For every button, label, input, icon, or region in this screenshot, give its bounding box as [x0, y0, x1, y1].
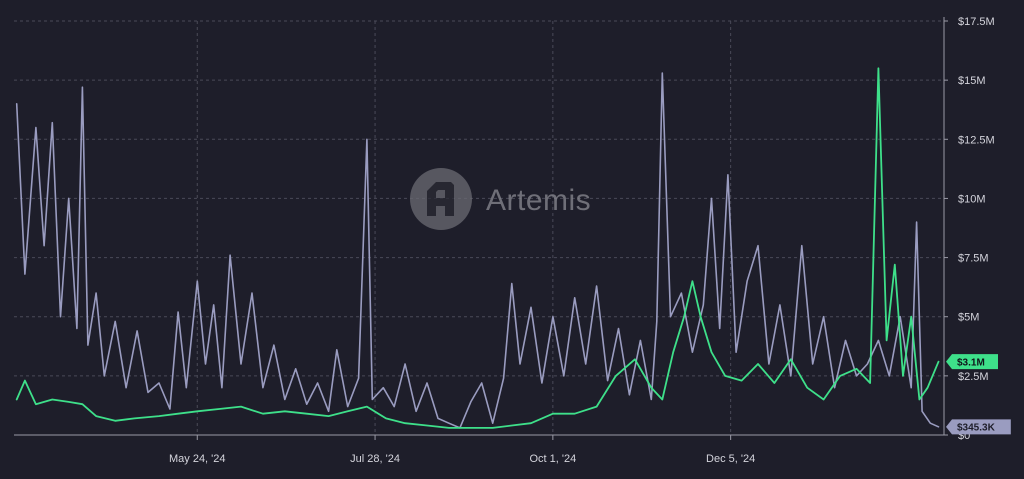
end-value-badge-label: $345.3K: [957, 423, 996, 434]
end-value-badge-bg: [946, 419, 1011, 435]
x-tick-label: Oct 1, '24: [529, 453, 576, 465]
gridlines: [14, 20, 944, 435]
end-value-badge-0: $345.3K: [946, 419, 1011, 435]
series-line-1: [15, 67, 940, 429]
y-tick-label: $15M: [958, 75, 986, 87]
y-tick-label: $17.5M: [958, 16, 995, 28]
end-value-badge-bg: [946, 354, 998, 370]
y-tick-label: $12.5M: [958, 134, 995, 146]
y-tick-label: $2.5M: [958, 371, 989, 383]
watermark-text: Artemis: [486, 184, 591, 217]
series-line-0: [15, 72, 940, 429]
end-value-badge-1: $3.1M: [946, 354, 998, 370]
artemis-watermark: Artemis: [410, 168, 591, 230]
x-tick-label: May 24, '24: [169, 453, 226, 465]
y-tick-label: $7.5M: [958, 253, 989, 265]
end-value-badges: $345.3K $3.1M: [946, 354, 1011, 435]
y-tick-label: $5M: [958, 312, 979, 324]
y-tick-label: $10M: [958, 193, 986, 205]
artemis-logo-glyph: [427, 182, 454, 216]
x-tick-label: Jul 28, '24: [350, 453, 400, 465]
end-value-badge-label: $3.1M: [957, 357, 985, 368]
series-lines: [15, 67, 940, 429]
x-tick-label: Dec 5, '24: [706, 453, 755, 465]
